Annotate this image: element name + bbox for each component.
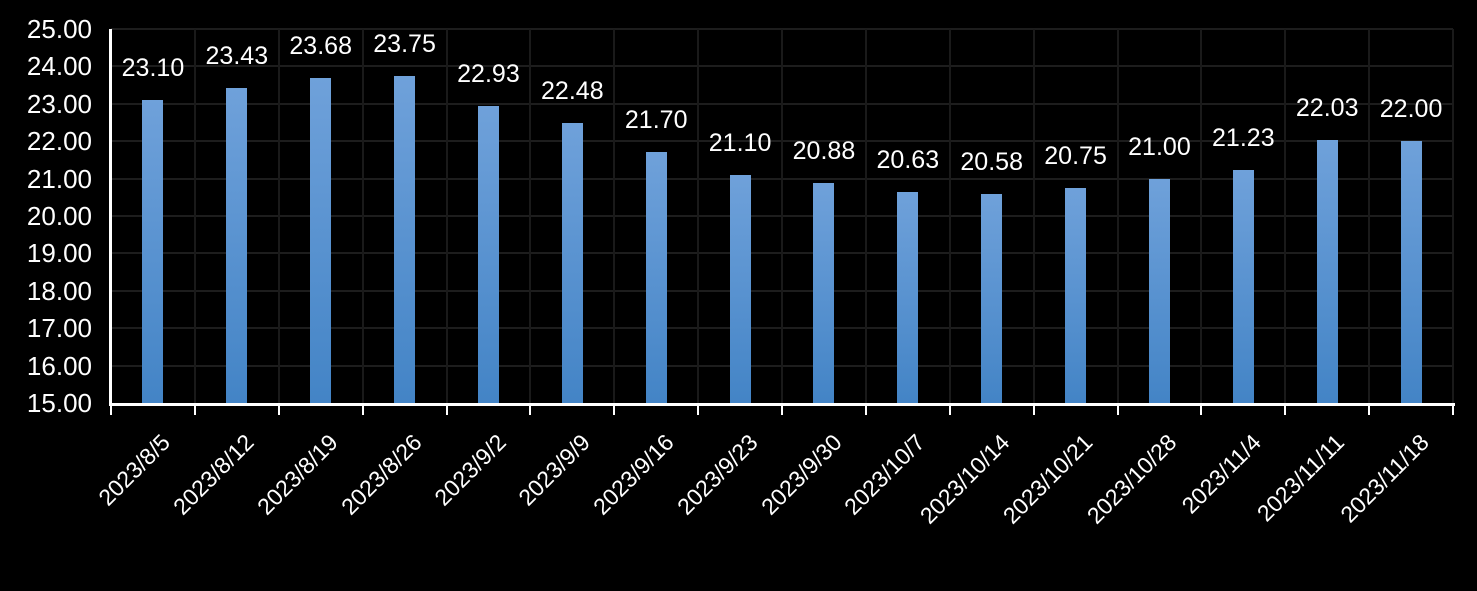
y-axis-tick-label: 21.00 xyxy=(26,163,92,194)
vertical-gridline xyxy=(1116,29,1119,403)
bar-value-label: 20.88 xyxy=(792,137,856,166)
x-axis-category-label: 2023/8/19 xyxy=(252,429,344,520)
x-axis-tick xyxy=(193,405,196,415)
bar-value-label: 22.00 xyxy=(1379,95,1443,124)
bar-value-label: 23.10 xyxy=(121,54,185,83)
bar-value-label: 23.75 xyxy=(373,29,436,58)
bar xyxy=(645,152,667,403)
x-axis-tick xyxy=(1368,405,1371,415)
x-axis-category-label: 2023/9/9 xyxy=(513,429,595,511)
y-axis-tick-label: 15.00 xyxy=(26,388,92,418)
x-axis-category-label: 2023/10/21 xyxy=(998,429,1098,529)
x-axis-tick xyxy=(445,405,448,415)
vertical-gridline xyxy=(1200,29,1203,403)
vertical-gridline xyxy=(1452,29,1454,403)
bar-value-label: 22.48 xyxy=(541,77,604,106)
x-axis-tick xyxy=(110,405,112,415)
x-axis-category-label: 2023/9/30 xyxy=(755,429,847,520)
vertical-gridline xyxy=(529,29,532,403)
x-axis-tick xyxy=(361,405,364,415)
vertical-gridline xyxy=(1032,29,1035,403)
bar xyxy=(1148,178,1170,403)
vertical-gridline xyxy=(361,29,364,403)
bar-value-label: 21.10 xyxy=(708,128,772,157)
bar-value-label: 23.43 xyxy=(205,41,269,70)
bar xyxy=(142,100,164,403)
x-axis-tick xyxy=(277,405,280,415)
vertical-gridline xyxy=(948,29,951,403)
bar xyxy=(981,194,1003,403)
x-axis-category-label: 2023/8/12 xyxy=(168,429,260,520)
x-axis-category-label: 2023/11/18 xyxy=(1334,429,1434,528)
x-axis-tick xyxy=(781,405,783,415)
bar-value-label: 21.70 xyxy=(624,106,688,135)
x-axis-tick xyxy=(1452,405,1454,415)
bar-value-label: 21.23 xyxy=(1212,123,1275,152)
bar xyxy=(813,183,835,403)
vertical-gridline xyxy=(277,29,280,403)
vertical-gridline xyxy=(445,29,448,403)
bar xyxy=(1316,140,1338,403)
x-axis-category-label: 2023/8/5 xyxy=(93,429,176,511)
x-axis-category-label: 2023/9/16 xyxy=(587,429,679,520)
vertical-gridline xyxy=(697,29,700,403)
x-axis-tick xyxy=(1032,405,1035,415)
vertical-gridline xyxy=(864,29,867,403)
bar xyxy=(394,75,416,403)
vertical-gridline xyxy=(193,29,196,403)
bar xyxy=(897,192,919,403)
x-axis-tick xyxy=(864,405,867,415)
bar-value-label: 20.63 xyxy=(876,146,940,175)
x-axis-tick xyxy=(1116,405,1119,415)
x-axis-category-label: 2023/8/26 xyxy=(336,429,427,520)
x-axis-category-label: 2023/10/14 xyxy=(914,429,1015,529)
y-axis-tick-label: 16.00 xyxy=(26,350,92,381)
x-axis-tick xyxy=(948,405,951,415)
bar-value-label: 23.68 xyxy=(289,32,352,61)
bar-value-label: 21.00 xyxy=(1128,132,1191,161)
y-axis-tick-label: 22.00 xyxy=(26,126,92,157)
vertical-gridline xyxy=(613,29,616,403)
y-axis-tick-label: 20.00 xyxy=(26,201,92,231)
y-axis-line xyxy=(109,29,112,406)
bar-value-label: 20.75 xyxy=(1044,141,1107,170)
x-axis-category-label: 2023/10/28 xyxy=(1082,429,1182,529)
y-axis-tick-label: 19.00 xyxy=(26,238,92,269)
x-axis-category-label: 2023/11/4 xyxy=(1176,429,1266,519)
x-axis-category-label: 2023/9/2 xyxy=(429,429,511,511)
bar-value-label: 22.93 xyxy=(457,60,520,89)
bar-value-label: 20.58 xyxy=(960,148,1023,177)
bar xyxy=(729,174,751,403)
bar xyxy=(1065,187,1087,403)
bar xyxy=(477,106,499,403)
bar xyxy=(561,123,583,403)
x-axis-category-label: 2023/10/7 xyxy=(839,429,931,520)
x-axis-tick xyxy=(697,405,700,415)
x-axis-tick xyxy=(529,405,532,415)
bar xyxy=(1232,169,1254,403)
x-axis-category-label: 2023/11/11 xyxy=(1252,429,1350,527)
x-axis-category-label: 2023/9/23 xyxy=(671,429,763,520)
bar xyxy=(1400,141,1422,403)
vertical-gridline xyxy=(781,29,783,403)
y-axis-tick-label: 18.00 xyxy=(26,275,92,306)
x-axis-tick xyxy=(1200,405,1203,415)
x-axis-tick xyxy=(613,405,616,415)
bar xyxy=(310,78,332,403)
y-axis-tick-label: 17.00 xyxy=(26,313,92,344)
vertical-gridline xyxy=(1284,29,1287,403)
bar xyxy=(226,87,248,403)
y-axis-tick-label: 23.00 xyxy=(26,88,92,119)
y-axis-tick-label: 24.00 xyxy=(26,51,92,82)
vertical-gridline xyxy=(1368,29,1371,403)
bar-value-label: 22.03 xyxy=(1295,94,1359,123)
y-axis-tick-label: 25.00 xyxy=(26,14,92,44)
x-axis-line xyxy=(109,403,1455,406)
x-axis-tick xyxy=(1284,405,1287,415)
